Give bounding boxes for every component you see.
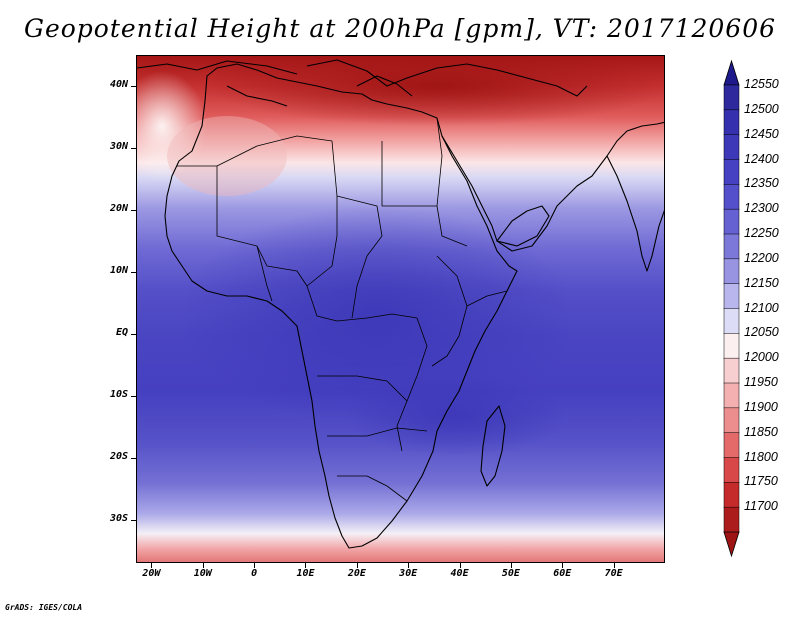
colorbar-value-label: 12000 xyxy=(744,350,779,365)
latitude-tick xyxy=(131,85,136,87)
colorbar-value-label: 12450 xyxy=(744,126,779,141)
latitude-tick xyxy=(131,209,136,211)
colorbar-swatch xyxy=(723,109,740,136)
colorbar-swatch xyxy=(723,506,740,533)
latitude-tick xyxy=(131,147,136,149)
longitude-label: 20W xyxy=(142,568,161,579)
longitude-label: 50E xyxy=(501,568,520,579)
grads-credit: GrADS: IGES/COLA xyxy=(5,603,83,612)
colorbar-value-label: 12050 xyxy=(744,325,779,340)
longitude-tick xyxy=(356,563,358,568)
latitude-tick xyxy=(131,271,136,273)
longitude-tick xyxy=(305,563,307,568)
longitude-label: 30E xyxy=(399,568,418,579)
colorbar-swatch xyxy=(723,233,740,260)
colorbar-swatch xyxy=(723,208,740,235)
colorbar-value-label: 11800 xyxy=(744,449,778,464)
longitude-tick xyxy=(202,563,204,568)
longitude-label: 70E xyxy=(604,568,623,579)
latitude-tick xyxy=(131,333,136,335)
colorbar-value-label: 12400 xyxy=(744,151,779,166)
longitude-tick xyxy=(459,563,461,568)
colorbar-swatch xyxy=(723,357,740,384)
colorbar-swatch xyxy=(723,159,740,186)
longitude-tick xyxy=(562,563,564,568)
longitude-label: 10E xyxy=(296,568,315,579)
country-borders xyxy=(177,117,508,502)
colorbar-swatch xyxy=(723,184,740,210)
colorbar-swatch xyxy=(723,482,740,508)
coastlines xyxy=(137,59,664,549)
longitude-label: 10W xyxy=(193,568,212,579)
colorbar-value-label: 11750 xyxy=(744,474,778,489)
colorbar-top-arrow xyxy=(723,59,740,86)
colorbar-value-label: 11850 xyxy=(744,424,778,439)
colorbar-swatch xyxy=(723,432,740,459)
colorbar-value-label: 11900 xyxy=(744,399,778,414)
colorbar-swatch xyxy=(723,258,740,285)
colorbar-swatch xyxy=(723,457,740,484)
colorbar-swatch xyxy=(723,134,740,161)
longitude-label: 40E xyxy=(450,568,469,579)
latitude-label: 30S xyxy=(109,512,128,524)
latitude-label: 20S xyxy=(109,450,128,462)
colorbar-value-label: 12350 xyxy=(744,176,779,191)
colorbar-value-label: 12200 xyxy=(744,250,779,265)
colorbar-value-label: 12150 xyxy=(744,275,779,290)
longitude-tick xyxy=(613,563,615,568)
colorbar-value-label: 12100 xyxy=(744,300,779,315)
longitude-label: 60E xyxy=(553,568,572,579)
colorbar-bottom-arrow xyxy=(723,531,740,558)
latitude-tick xyxy=(131,519,136,521)
latitude-label: 10S xyxy=(109,388,128,400)
colorbar-value-label: 12550 xyxy=(744,77,779,91)
colorbar-value-label: 12500 xyxy=(744,101,779,116)
latitude-tick xyxy=(131,457,136,459)
longitude-tick xyxy=(510,563,512,568)
colorbar-value-label: 12300 xyxy=(744,201,779,216)
colorbar-swatch xyxy=(723,308,740,335)
latitude-tick xyxy=(131,395,136,397)
longitude-label: 20E xyxy=(347,568,366,579)
latitude-label: 10N xyxy=(109,264,128,276)
latitude-label: 20N xyxy=(109,202,128,214)
colorbar-value-label: 11700 xyxy=(744,499,778,514)
longitude-tick xyxy=(254,563,256,568)
latitude-label: EQ xyxy=(115,326,128,338)
longitude-label: 0 xyxy=(251,568,258,579)
longitude-tick xyxy=(408,563,410,568)
colorbar-swatch xyxy=(723,283,740,310)
colorbar-value-label: 11950 xyxy=(744,375,778,389)
longitude-tick xyxy=(151,563,153,568)
colorbar-swatch xyxy=(723,84,740,111)
latitude-label: 40N xyxy=(109,78,128,90)
latitude-label: 30N xyxy=(109,140,128,152)
colorbar-swatch xyxy=(723,407,740,434)
colorbar-swatch xyxy=(723,333,740,359)
colorbar-value-label: 12250 xyxy=(744,226,779,240)
chart-title: Geopotential Height at 200hPa [gpm], VT:… xyxy=(23,14,777,43)
map-plot-area xyxy=(136,55,665,563)
colorbar-swatch xyxy=(723,382,740,409)
contour-field xyxy=(137,56,664,562)
